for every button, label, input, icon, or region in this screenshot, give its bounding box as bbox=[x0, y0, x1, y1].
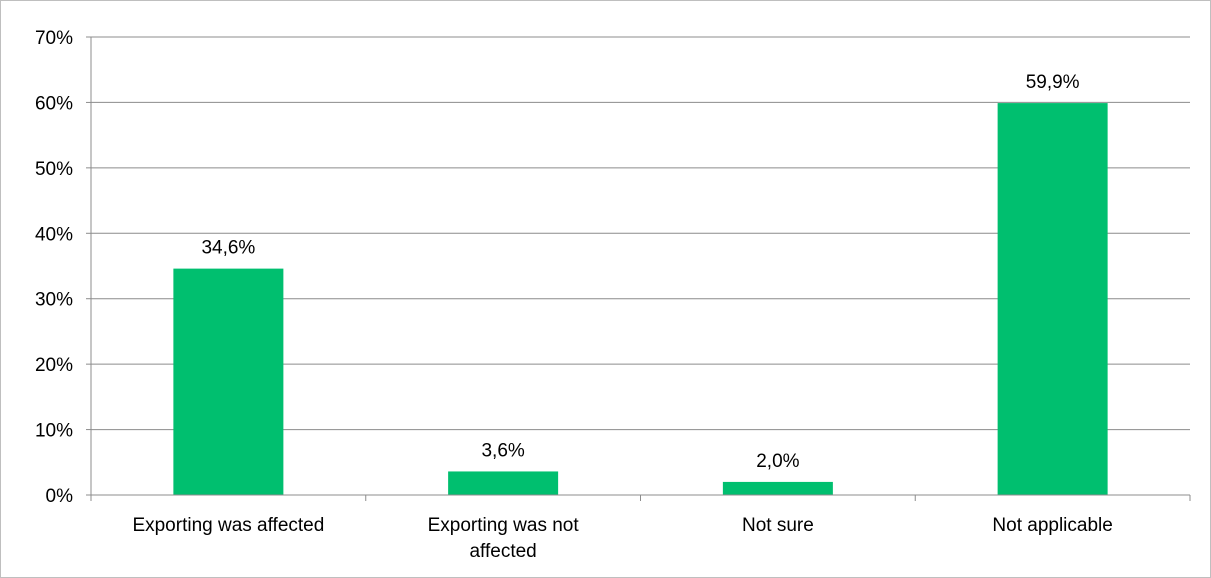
y-tick-label: 10% bbox=[35, 421, 73, 442]
bar bbox=[722, 481, 833, 495]
data-label: 3,6% bbox=[481, 440, 524, 461]
y-tick-label: 20% bbox=[35, 355, 73, 376]
bar bbox=[448, 471, 559, 495]
y-tick-label: 0% bbox=[46, 486, 74, 507]
bar bbox=[173, 268, 284, 495]
data-label: 2,0% bbox=[756, 451, 799, 472]
y-tick-label: 60% bbox=[35, 93, 73, 114]
category-label: Exporting was not affected bbox=[428, 515, 580, 562]
y-axis-tick-labels: 0% 10% 20% 30% 40% 50% 60% 70% bbox=[35, 28, 73, 507]
y-tick-label: 30% bbox=[35, 290, 73, 311]
y-tick-label: 50% bbox=[35, 159, 73, 180]
category-label: Not sure bbox=[742, 515, 814, 536]
y-tick-label: 70% bbox=[35, 28, 73, 49]
data-label: 34,6% bbox=[201, 238, 255, 259]
category-label: Not applicable bbox=[992, 515, 1112, 536]
y-tick-label: 40% bbox=[35, 224, 73, 245]
category-label: Exporting was affected bbox=[132, 515, 324, 536]
data-label: 59,9% bbox=[1026, 72, 1080, 93]
x-axis bbox=[90, 494, 1191, 501]
data-labels: 34,6% 3,6% 2,0% 59,9% bbox=[201, 72, 1079, 472]
bars bbox=[173, 103, 1108, 495]
bar bbox=[997, 103, 1108, 495]
x-axis-category-labels: Exporting was affected Exporting was not a… bbox=[132, 515, 1112, 562]
